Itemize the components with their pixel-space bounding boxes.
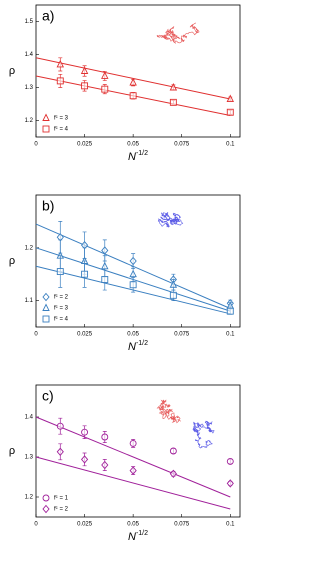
y-tick-label: 1.4 (25, 52, 34, 58)
y-tick-label: 1.2 (25, 245, 34, 251)
marker (226, 307, 234, 315)
legend-marker (42, 494, 50, 502)
x-tick-label: 0.075 (174, 332, 190, 338)
x-axis-label-exponent: -1/2 (136, 340, 148, 347)
marker (169, 447, 177, 455)
marker (56, 59, 65, 68)
x-axis-label-exponent: -1/2 (136, 530, 148, 537)
y-tick-label: 1.5 (25, 19, 34, 25)
y-tick-label: 1.3 (25, 455, 34, 461)
x-tick-label: 0.025 (77, 332, 93, 338)
panel-label: b) (42, 198, 54, 214)
x-axis-label-base: N (128, 151, 136, 163)
legend-label: fᶜ = 2 (54, 295, 69, 301)
x-axis-label-base: N (128, 531, 136, 543)
marker (101, 261, 109, 270)
marker (226, 108, 234, 116)
plot-frame (35, 384, 241, 518)
marker (226, 457, 234, 465)
polymer-snapshot (156, 399, 181, 424)
polymer-snapshot (156, 22, 200, 44)
x-tick-label: 0.05 (127, 142, 139, 148)
legend-label: fᶜ = 2 (54, 507, 69, 513)
legend-marker (42, 504, 50, 514)
marker (101, 276, 109, 283)
y-tick-label: 1.1 (25, 298, 34, 304)
marker (169, 82, 178, 91)
y-tick-label: 1.3 (25, 85, 34, 91)
figure: 0 0.025 0.05 0.075 0.11.21.31.41.5ρN-1/2a)fᶜ… (9, 4, 241, 543)
x-tick-label: 0.1 (226, 332, 235, 338)
marker (101, 460, 109, 470)
fit-line (35, 456, 231, 510)
legend-label: fᶜ = 4 (54, 317, 69, 323)
marker (101, 246, 109, 255)
x-axis-label-base: N (128, 341, 136, 353)
x-tick-label: 0 (34, 522, 38, 528)
x-tick-label: 0.05 (127, 522, 139, 528)
x-axis-label: N-1/2 (128, 150, 148, 163)
plot-frame (35, 4, 241, 138)
x-tick-label: 0 (34, 142, 38, 148)
x-tick-label: 0.05 (127, 332, 139, 338)
marker (81, 428, 89, 436)
panel-label: c) (42, 388, 54, 404)
polymer-snapshot (157, 211, 184, 228)
marker (169, 291, 177, 299)
marker (169, 98, 177, 106)
marker (169, 280, 178, 288)
marker (129, 466, 137, 475)
y-tick-label: 1.2 (25, 495, 34, 501)
x-tick-label: 0.075 (174, 142, 190, 148)
marker (56, 77, 64, 85)
marker (80, 455, 89, 464)
y-axis-label: ρ (9, 65, 15, 77)
panel-label: a) (42, 8, 54, 24)
marker (101, 71, 109, 79)
legend-label: fᶜ = 4 (54, 127, 69, 133)
y-axis-label: ρ (9, 255, 15, 267)
x-tick-label: 0.025 (77, 142, 93, 148)
marker (226, 479, 234, 488)
x-axis-label: N-1/2 (128, 530, 148, 543)
marker (226, 94, 235, 102)
polymer-snapshot (192, 420, 215, 449)
x-axis-label-exponent: -1/2 (136, 150, 148, 157)
marker (56, 447, 64, 456)
x-axis-label: N-1/2 (128, 340, 148, 353)
y-tick-label: 1.2 (25, 118, 34, 124)
marker (129, 281, 137, 289)
legend-marker (42, 125, 50, 133)
x-tick-label: 0.1 (226, 142, 235, 148)
legend-marker (42, 303, 50, 311)
marker (101, 433, 109, 441)
marker (129, 269, 137, 278)
x-tick-label: 0.025 (77, 522, 93, 528)
x-tick-label: 0.075 (174, 522, 190, 528)
legend-label: fᶜ = 3 (54, 116, 69, 122)
marker (81, 82, 89, 90)
legend-marker (42, 292, 50, 302)
marker (56, 422, 64, 430)
fit-line (35, 416, 231, 498)
x-tick-label: 0.1 (226, 522, 235, 528)
x-tick-label: 0 (34, 332, 38, 338)
legend-label: fᶜ = 3 (54, 306, 69, 312)
marker (56, 268, 64, 276)
marker (81, 270, 89, 278)
marker (129, 256, 137, 266)
plot-frame (35, 194, 241, 328)
marker (101, 85, 109, 93)
legend-marker (42, 113, 50, 121)
marker (80, 66, 89, 74)
marker (129, 439, 137, 447)
legend-marker (42, 315, 50, 323)
y-tick-label: 1.4 (25, 415, 34, 421)
legend-label: fᶜ = 1 (54, 496, 69, 502)
marker (129, 78, 137, 86)
y-axis-label: ρ (9, 445, 15, 457)
marker (129, 92, 137, 100)
marker (169, 469, 177, 478)
